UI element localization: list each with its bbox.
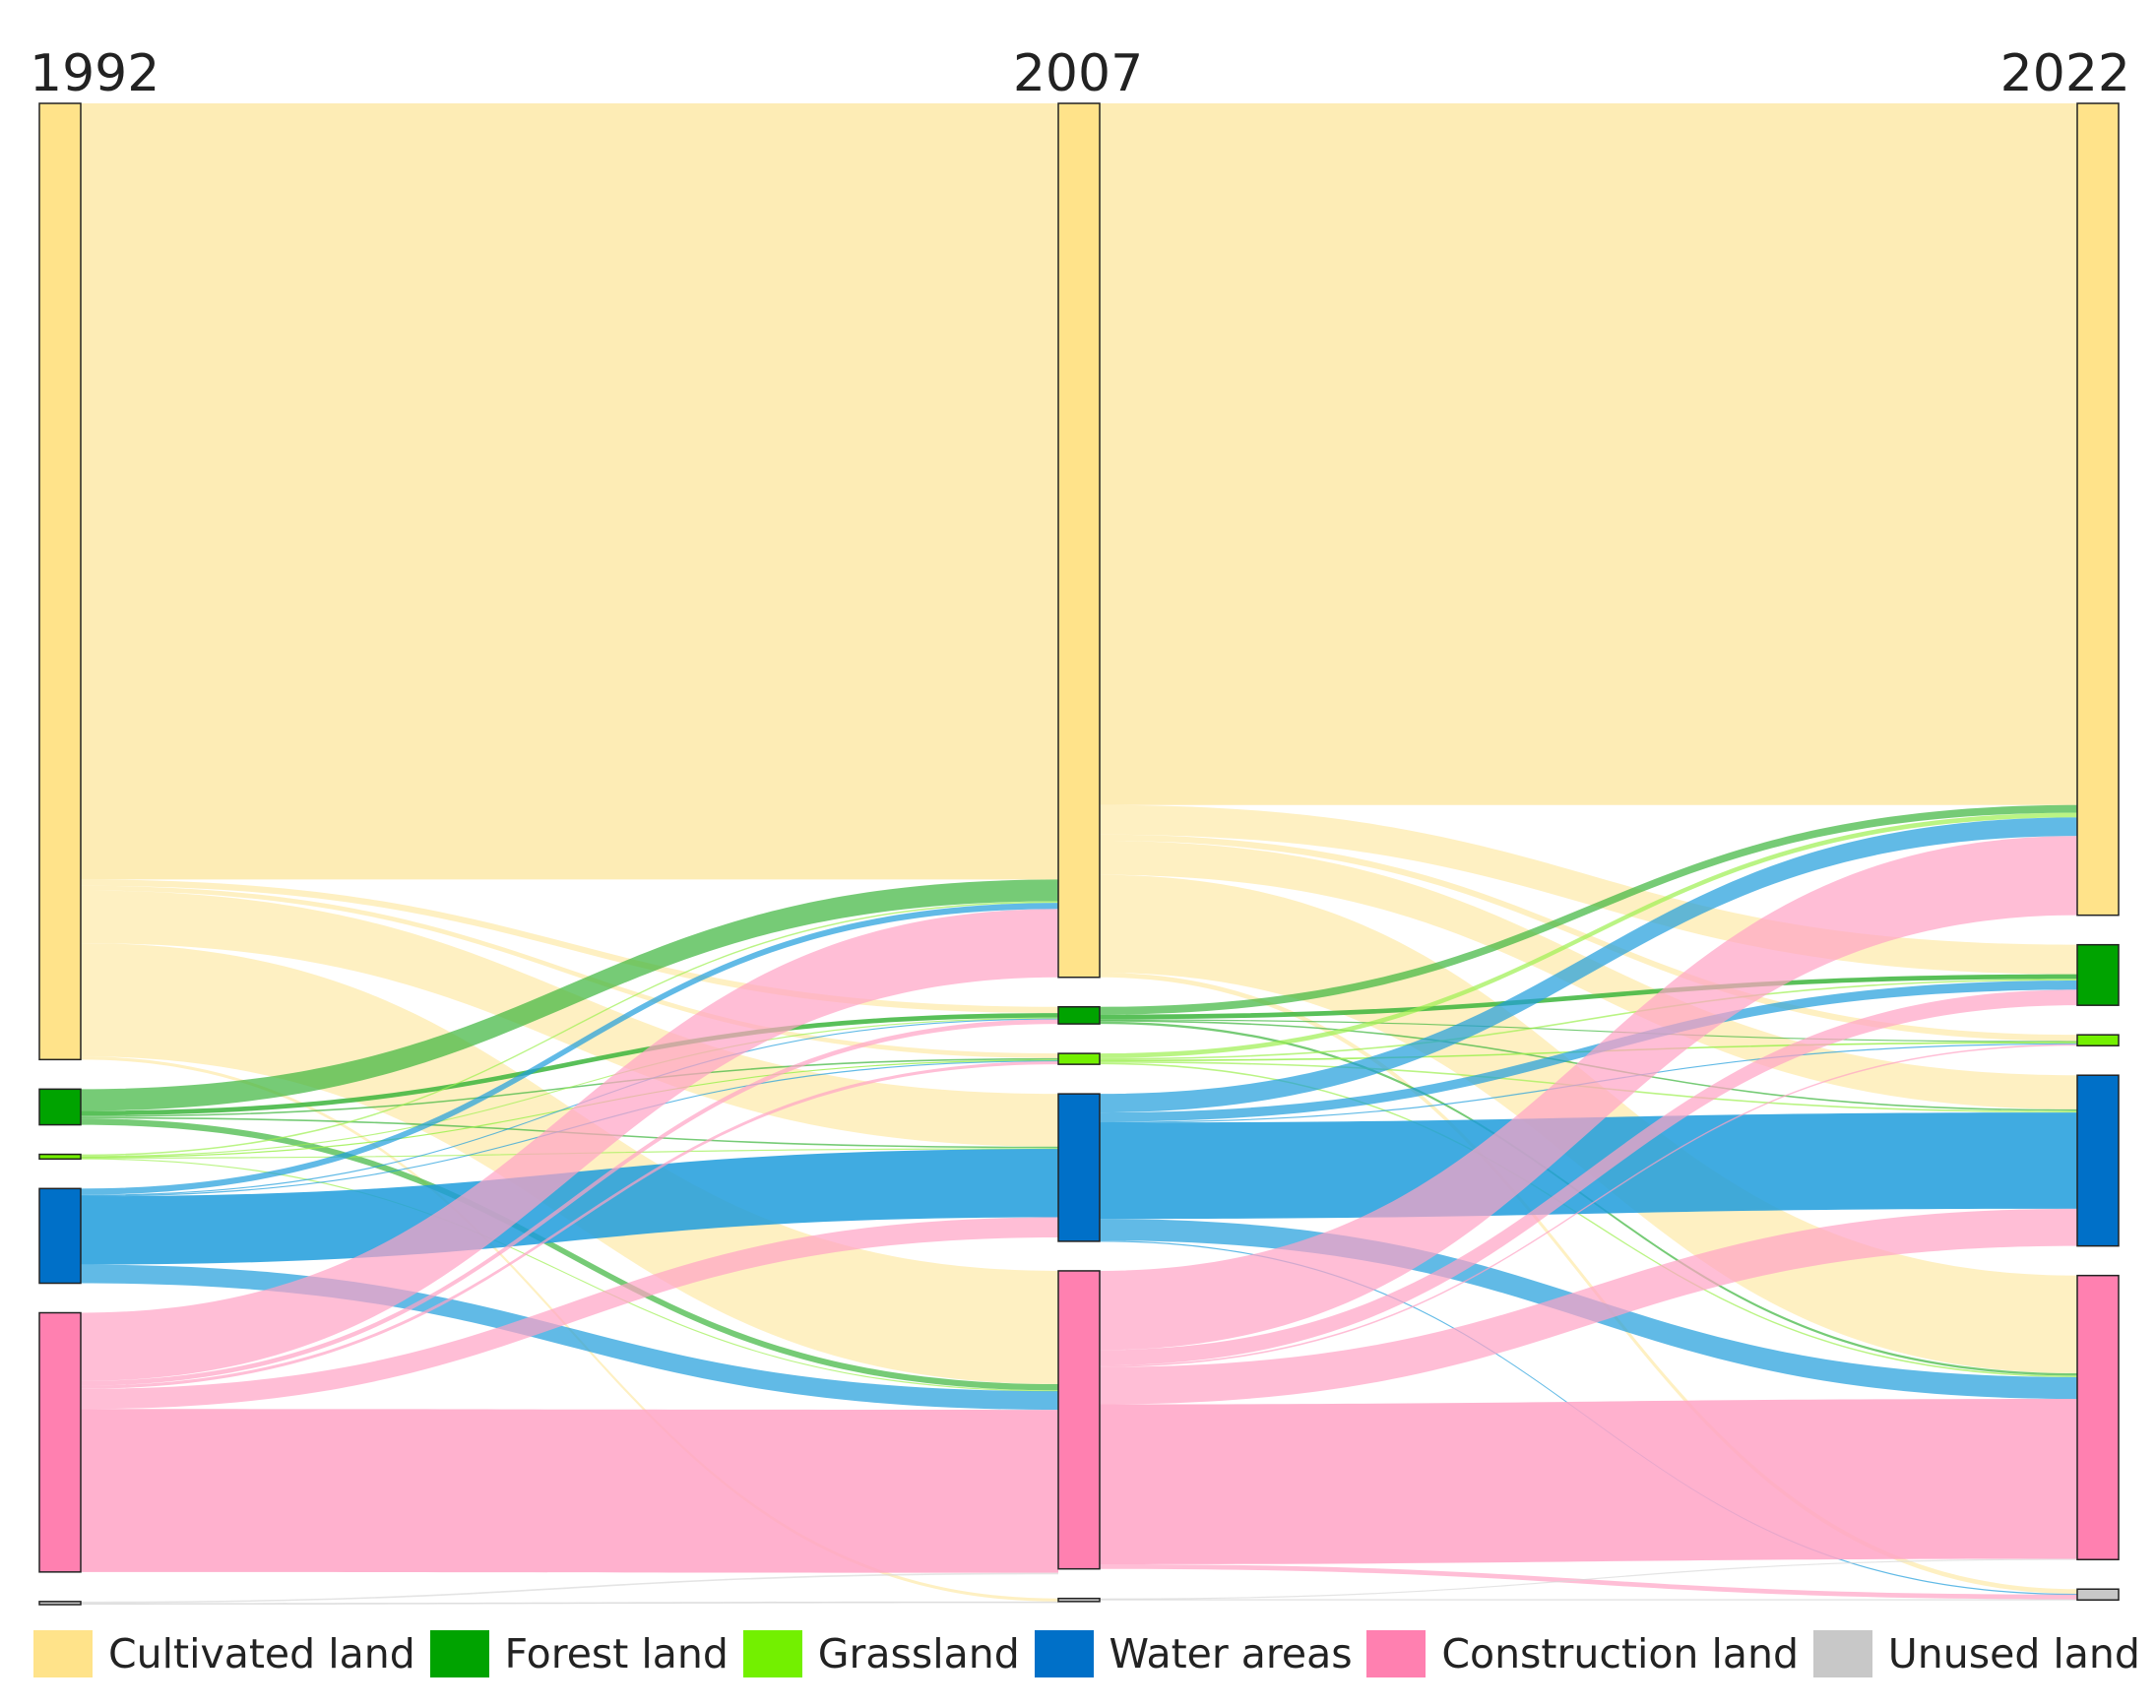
flow-1992-constr-to-cult xyxy=(81,909,1058,1381)
legend-item-construction: Construction land xyxy=(1366,1630,1799,1677)
flow-1992-cult-to-forest xyxy=(81,879,1058,1014)
flow-2007-cult-to-water xyxy=(1100,840,2077,1109)
flow-1992-unused-to-constr xyxy=(81,1572,1058,1604)
legend-swatch-water xyxy=(1034,1630,1094,1677)
node-1992-forest xyxy=(38,1088,82,1126)
flow-1992-water-to-cult xyxy=(81,903,1058,1195)
flow-1992-grass-to-forest xyxy=(81,1017,1058,1158)
flow-2007-water-to-water xyxy=(1100,1112,2077,1220)
flow-1992-grass-to-constr xyxy=(81,1158,1058,1392)
node-2022-constr xyxy=(2076,1274,2120,1560)
legend-swatch-construction xyxy=(1366,1630,1427,1677)
flow-1992-constr-to-forest xyxy=(81,1019,1058,1386)
node-2007-cult xyxy=(1057,102,1101,979)
legend: Cultivated land Forest land Grassland Wa… xyxy=(33,1624,2140,1683)
flow-2007-constr-to-forest xyxy=(1100,989,2077,1366)
node-2022-grass xyxy=(2076,1034,2120,1046)
node-2007-unused xyxy=(1057,1597,1101,1603)
legend-label-cultivated: Cultivated land xyxy=(108,1630,415,1677)
node-1992-unused xyxy=(38,1601,82,1606)
flow-2007-forest-to-cult xyxy=(1100,804,2077,1015)
legend-label-forest: Forest land xyxy=(504,1630,729,1677)
node-2007-grass xyxy=(1057,1052,1101,1065)
flow-2007-water-to-forest xyxy=(1100,980,2077,1122)
legend-label-construction: Construction land xyxy=(1441,1630,1799,1677)
node-1992-water xyxy=(38,1187,82,1285)
legend-swatch-forest xyxy=(429,1630,489,1677)
legend-item-cultivated: Cultivated land xyxy=(33,1630,415,1677)
year-label-1992: 1992 xyxy=(30,44,159,103)
node-2022-forest xyxy=(2076,943,2120,1006)
node-2022-water xyxy=(2076,1074,2120,1247)
flow-1992-unused-to-unused xyxy=(81,1601,1058,1605)
flow-2007-forest-to-grass xyxy=(1100,1019,2077,1043)
flow-2007-constr-to-water xyxy=(1100,1208,2077,1405)
flow-2007-constr-to-constr xyxy=(1100,1399,2077,1564)
flow-1992-forest-to-forest xyxy=(81,1013,1058,1116)
flow-1992-forest-to-cult xyxy=(81,879,1058,1111)
sankey-chart: 1992 2007 2022 xyxy=(30,44,2130,1606)
year-label-2007: 2007 xyxy=(1013,44,1143,103)
flow-1992-cult-to-cult xyxy=(81,103,1058,880)
flow-1992-water-to-constr xyxy=(81,1264,1058,1411)
flow-2007-grass-to-constr xyxy=(1100,1062,2077,1377)
flow-2007-constr-to-cult xyxy=(1100,836,2077,1351)
flow-2007-cult-to-cult xyxy=(1100,103,2077,805)
flow-1992-constr-to-water xyxy=(81,1217,1058,1410)
flow-1992-cult-to-water xyxy=(81,890,1058,1147)
flow-2007-constr-to-grass xyxy=(1100,1044,2077,1367)
legend-item-unused: Unused land xyxy=(1812,1630,2140,1677)
year-label-2022: 2022 xyxy=(2000,44,2130,103)
flow-2007-grass-to-forest xyxy=(1100,979,2077,1060)
legend-item-forest: Forest land xyxy=(429,1630,729,1677)
legend-swatch-grassland xyxy=(742,1630,802,1677)
node-1992-cult xyxy=(38,102,82,1061)
flow-2007-forest-to-forest xyxy=(1100,974,2077,1020)
legend-label-grassland: Grassland xyxy=(817,1630,1020,1677)
flow-1992-water-to-water xyxy=(81,1149,1058,1265)
flow-2007-cult-to-unused xyxy=(1100,973,2077,1594)
flow-1992-constr-to-grass xyxy=(81,1060,1058,1389)
flow-2007-unused-to-unused xyxy=(1100,1599,2077,1601)
flow-1992-constr-to-constr xyxy=(81,1409,1058,1573)
legend-swatch-cultivated xyxy=(33,1630,93,1677)
legend-label-water: Water areas xyxy=(1109,1630,1353,1677)
node-2007-water xyxy=(1057,1093,1101,1242)
flow-2007-water-to-cult xyxy=(1100,817,2077,1113)
flow-1992-grass-to-grass xyxy=(81,1059,1058,1159)
flow-1992-grass-to-cult xyxy=(81,901,1058,1157)
node-2022-cult xyxy=(2076,102,2120,917)
flow-2007-unused-to-constr xyxy=(1100,1558,2077,1600)
flow-2007-constr-to-unused xyxy=(1100,1563,2077,1600)
flow-1992-cult-to-grass xyxy=(81,885,1058,1058)
flow-2007-grass-to-cult xyxy=(1100,812,2077,1058)
node-1992-grass xyxy=(38,1153,82,1161)
flow-1992-forest-to-constr xyxy=(81,1118,1058,1391)
node-1992-constr xyxy=(38,1311,82,1573)
flow-1992-water-to-forest xyxy=(81,1018,1058,1196)
legend-item-grassland: Grassland xyxy=(742,1630,1020,1677)
node-2007-forest xyxy=(1057,1006,1101,1025)
node-2007-constr xyxy=(1057,1270,1101,1570)
node-2022-unused xyxy=(2076,1588,2120,1602)
legend-item-water: Water areas xyxy=(1034,1630,1353,1677)
legend-label-unused: Unused land xyxy=(1887,1630,2140,1677)
legend-swatch-unused xyxy=(1812,1630,1872,1677)
